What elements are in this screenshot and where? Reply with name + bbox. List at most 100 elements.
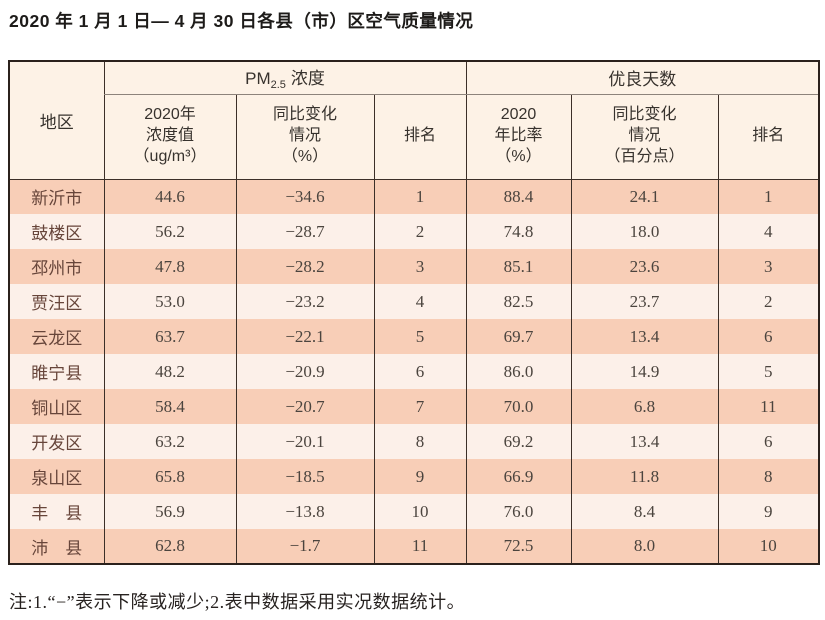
gd-rank-cell: 11	[717, 389, 820, 424]
pm-change-cell: −34.6	[235, 179, 374, 214]
column-header-pm-rank: 排名	[373, 94, 467, 180]
column-header-gd-rank: 排名	[717, 94, 820, 180]
pm-change-cell: −20.7	[235, 389, 374, 424]
region-cell: 邳州市	[8, 249, 104, 284]
pm-rank-cell: 11	[373, 529, 467, 564]
group-header-row: 地区 PM2.5 浓度 优良天数	[8, 61, 820, 180]
pm-rank-cell: 1	[373, 179, 467, 214]
table-row: 云龙区 63.7 −22.1 5 69.7 13.4 6	[8, 319, 820, 354]
region-cell: 鼓楼区	[8, 214, 104, 249]
gd-rank-cell: 4	[717, 214, 820, 249]
region-cell: 丰 县	[8, 494, 104, 529]
table-row: 沛 县 62.8 −1.7 11 72.5 8.0 10	[8, 529, 820, 564]
gd-change-cell: 23.6	[570, 249, 719, 284]
gd-change-cell: 13.4	[570, 424, 719, 459]
table-row: 新沂市 44.6 −34.6 1 88.4 24.1 1	[8, 179, 820, 214]
gd-rank-cell: 2	[717, 284, 820, 319]
table-row: 鼓楼区 56.2 −28.7 2 74.8 18.0 4	[8, 214, 820, 249]
gd-ratio-cell: 82.5	[465, 284, 572, 319]
pm25-label-suffix: 浓度	[290, 69, 325, 89]
column-header-gd-ratio: 2020 年比率 （%）	[465, 94, 572, 180]
gd-change-cell: 11.8	[570, 459, 719, 494]
group-header-good-days: 优良天数	[465, 61, 820, 95]
pm-change-cell: −28.2	[235, 249, 374, 284]
footnote: 注:1.“−”表示下降或减少;2.表中数据采用实况数据统计。	[9, 592, 466, 612]
pm-value-cell: 58.4	[103, 389, 236, 424]
pm-value-cell: 63.7	[103, 319, 236, 354]
gd-change-cell: 6.8	[570, 389, 719, 424]
gd-rank-cell: 8	[717, 459, 820, 494]
gd-rank-cell: 6	[717, 319, 820, 354]
pm-change-cell: −1.7	[235, 529, 374, 564]
gd-rank-cell: 6	[717, 424, 820, 459]
gd-rank-cell: 1	[717, 179, 820, 214]
pm-rank-cell: 10	[373, 494, 467, 529]
column-header-region: 地区	[8, 61, 104, 180]
gd-ratio-cell: 72.5	[465, 529, 572, 564]
pm-value-cell: 53.0	[103, 284, 236, 319]
gd-change-cell: 23.7	[570, 284, 719, 319]
region-cell: 贾汪区	[8, 284, 104, 319]
group-header-pm25: PM2.5 浓度	[103, 61, 467, 95]
pm-rank-cell: 5	[373, 319, 467, 354]
pm25-label-prefix: PM	[245, 69, 271, 89]
column-header-pm-change: 同比变化 情况 （%）	[235, 94, 374, 180]
gd-ratio-cell: 70.0	[465, 389, 572, 424]
pm-change-cell: −28.7	[235, 214, 374, 249]
gd-change-cell: 24.1	[570, 179, 719, 214]
pm-rank-cell: 3	[373, 249, 467, 284]
gd-rank-cell: 9	[717, 494, 820, 529]
gd-change-cell: 13.4	[570, 319, 719, 354]
region-cell: 沛 县	[8, 529, 104, 564]
pm-value-cell: 63.2	[103, 424, 236, 459]
pm-value-cell: 56.9	[103, 494, 236, 529]
gd-ratio-cell: 88.4	[465, 179, 572, 214]
region-cell: 新沂市	[8, 179, 104, 214]
table-row: 睢宁县 48.2 −20.9 6 86.0 14.9 5	[8, 354, 820, 389]
gd-change-cell: 18.0	[570, 214, 719, 249]
gd-change-cell: 8.4	[570, 494, 719, 529]
pm-change-cell: −23.2	[235, 284, 374, 319]
gd-rank-cell: 3	[717, 249, 820, 284]
pm-rank-cell: 6	[373, 354, 467, 389]
table-row: 开发区 63.2 −20.1 8 69.2 13.4 6	[8, 424, 820, 459]
page-title: 2020 年 1 月 1 日— 4 月 30 日各县（市）区空气质量情况	[9, 11, 474, 31]
pm-rank-cell: 4	[373, 284, 467, 319]
pm-change-cell: −20.9	[235, 354, 374, 389]
air-quality-table: 地区 PM2.5 浓度 优良天数 2020年 浓度值 （ug/m³） 同比变化 情…	[8, 60, 821, 565]
region-cell: 睢宁县	[8, 354, 104, 389]
table-row: 丰 县 56.9 −13.8 10 76.0 8.4 9	[8, 494, 820, 529]
gd-ratio-cell: 85.1	[465, 249, 572, 284]
gd-ratio-cell: 74.8	[465, 214, 572, 249]
pm-value-cell: 62.8	[103, 529, 236, 564]
pm-change-cell: −13.8	[235, 494, 374, 529]
gd-ratio-cell: 69.2	[465, 424, 572, 459]
pm-rank-cell: 8	[373, 424, 467, 459]
gd-change-cell: 8.0	[570, 529, 719, 564]
gd-change-cell: 14.9	[570, 354, 719, 389]
gd-rank-cell: 10	[717, 529, 820, 564]
gd-ratio-cell: 86.0	[465, 354, 572, 389]
pm-rank-cell: 2	[373, 214, 467, 249]
gd-rank-cell: 5	[717, 354, 820, 389]
region-cell: 泉山区	[8, 459, 104, 494]
pm-change-cell: −22.1	[235, 319, 374, 354]
table-row: 泉山区 65.8 −18.5 9 66.9 11.8 8	[8, 459, 820, 494]
pm-value-cell: 44.6	[103, 179, 236, 214]
table-body: 新沂市 44.6 −34.6 1 88.4 24.1 1 鼓楼区 56.2 −2…	[8, 179, 820, 564]
region-cell: 开发区	[8, 424, 104, 459]
pm-value-cell: 56.2	[103, 214, 236, 249]
sub-header-row: 2020年 浓度值 （ug/m³） 同比变化 情况 （%） 排名 2020 年比…	[9, 94, 820, 180]
pm-change-cell: −20.1	[235, 424, 374, 459]
gd-ratio-cell: 76.0	[465, 494, 572, 529]
region-cell: 云龙区	[8, 319, 104, 354]
pm-rank-cell: 7	[373, 389, 467, 424]
pm-rank-cell: 9	[373, 459, 467, 494]
table-row: 铜山区 58.4 −20.7 7 70.0 6.8 11	[8, 389, 820, 424]
table-header: 地区 PM2.5 浓度 优良天数 2020年 浓度值 （ug/m³） 同比变化 情…	[8, 61, 820, 180]
gd-ratio-cell: 66.9	[465, 459, 572, 494]
region-cell: 铜山区	[8, 389, 104, 424]
pm-change-cell: −18.5	[235, 459, 374, 494]
table-row: 贾汪区 53.0 −23.2 4 82.5 23.7 2	[8, 284, 820, 319]
pm-value-cell: 48.2	[103, 354, 236, 389]
